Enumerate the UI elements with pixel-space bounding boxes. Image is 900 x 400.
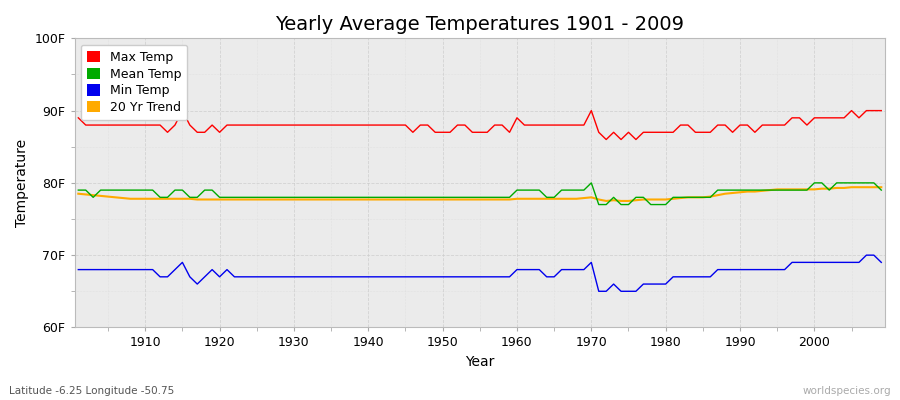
Legend: Max Temp, Mean Temp, Min Temp, 20 Yr Trend: Max Temp, Mean Temp, Min Temp, 20 Yr Tre… [81, 44, 187, 120]
X-axis label: Year: Year [465, 355, 494, 369]
Y-axis label: Temperature: Temperature [15, 139, 29, 227]
Text: worldspecies.org: worldspecies.org [803, 386, 891, 396]
Title: Yearly Average Temperatures 1901 - 2009: Yearly Average Temperatures 1901 - 2009 [275, 15, 684, 34]
Text: Latitude -6.25 Longitude -50.75: Latitude -6.25 Longitude -50.75 [9, 386, 175, 396]
